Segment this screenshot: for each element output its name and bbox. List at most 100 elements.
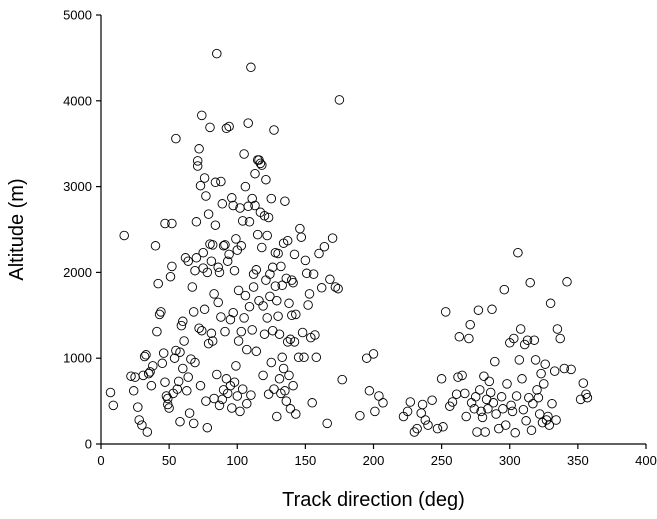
data-point (221, 374, 232, 384)
data-point (300, 255, 311, 266)
data-point (480, 427, 490, 437)
data-point (141, 350, 151, 360)
x-axis-ticks: 0 50 100 150 200 250 300 350 400 (97, 444, 657, 468)
data-point (236, 326, 247, 337)
data-point (179, 336, 189, 346)
data-point (108, 400, 119, 411)
data-point (303, 300, 313, 310)
data-point (222, 256, 233, 266)
data-point (524, 392, 534, 403)
data-point (160, 218, 170, 229)
data-point (266, 357, 277, 368)
data-point (274, 374, 285, 384)
data-point (205, 122, 215, 133)
data-point (146, 380, 157, 391)
data-point (227, 193, 237, 203)
data-point (513, 247, 523, 258)
x-tick-label: 200 (363, 453, 385, 468)
data-point (232, 391, 243, 401)
data-point (454, 332, 465, 342)
data-point (438, 422, 448, 432)
data-point (310, 330, 320, 340)
data-point (465, 319, 475, 330)
data-point (453, 372, 463, 382)
data-point (374, 391, 384, 401)
data-point (257, 242, 267, 253)
data-point (311, 352, 322, 363)
data-point (197, 325, 207, 336)
x-tick-label: 100 (226, 453, 248, 468)
data-point (206, 328, 217, 339)
data-point (225, 314, 236, 325)
data-point (432, 423, 443, 434)
data-point (183, 372, 193, 382)
data-point (180, 253, 191, 263)
data-point (368, 349, 379, 359)
data-point (210, 220, 221, 230)
data-point (214, 267, 225, 278)
data-point (207, 240, 218, 250)
data-point (282, 235, 293, 246)
data-point (488, 398, 499, 408)
data-point (175, 416, 185, 427)
y-axis-ticks: 0 1000 2000 3000 4000 5000 (63, 8, 101, 452)
x-tick-label: 350 (567, 453, 589, 468)
data-point (212, 369, 222, 380)
data-point (532, 385, 542, 395)
data-point (191, 217, 202, 227)
data-point (239, 149, 249, 159)
data-point (105, 387, 116, 398)
data-point (277, 280, 287, 291)
data-point (261, 275, 271, 285)
data-point (477, 412, 488, 423)
data-point (325, 274, 335, 285)
data-point (259, 329, 270, 339)
y-tick-label: 3000 (63, 179, 92, 194)
data-point (288, 380, 298, 391)
data-point (451, 389, 462, 399)
data-point (314, 248, 324, 259)
data-point (235, 406, 245, 417)
data-point (333, 283, 343, 294)
data-point (160, 377, 170, 387)
data-point (502, 379, 512, 389)
data-point (330, 282, 341, 292)
data-point (183, 256, 193, 266)
data-point (276, 261, 286, 272)
data-point (370, 406, 380, 417)
data-point (511, 391, 522, 401)
data-point (555, 333, 565, 344)
data-point (175, 347, 185, 357)
data-point (447, 397, 458, 407)
data-point (473, 305, 484, 315)
data-point (145, 367, 155, 377)
data-point (536, 368, 546, 379)
data-point (188, 307, 199, 317)
data-point (402, 406, 413, 417)
data-point (534, 409, 545, 419)
data-point (187, 282, 198, 292)
data-point (224, 249, 234, 260)
data-point (281, 273, 292, 284)
y-tick-label: 4000 (63, 93, 92, 108)
data-point (217, 199, 228, 209)
data-point (461, 411, 471, 422)
data-point (278, 363, 289, 374)
data-point (460, 388, 470, 399)
data-point (244, 301, 255, 312)
data-point (551, 415, 561, 425)
data-point (212, 48, 222, 59)
data-point (250, 168, 260, 179)
data-point (301, 268, 312, 279)
data-point (201, 396, 211, 406)
data-point (261, 174, 271, 185)
data-point (509, 333, 519, 344)
data-point (157, 358, 168, 369)
data-point (228, 307, 238, 318)
x-tick-label: 0 (97, 453, 104, 468)
data-point (250, 200, 260, 211)
data-point (165, 271, 176, 282)
data-point (522, 335, 533, 345)
data-point (423, 420, 433, 430)
data-point (420, 415, 431, 425)
